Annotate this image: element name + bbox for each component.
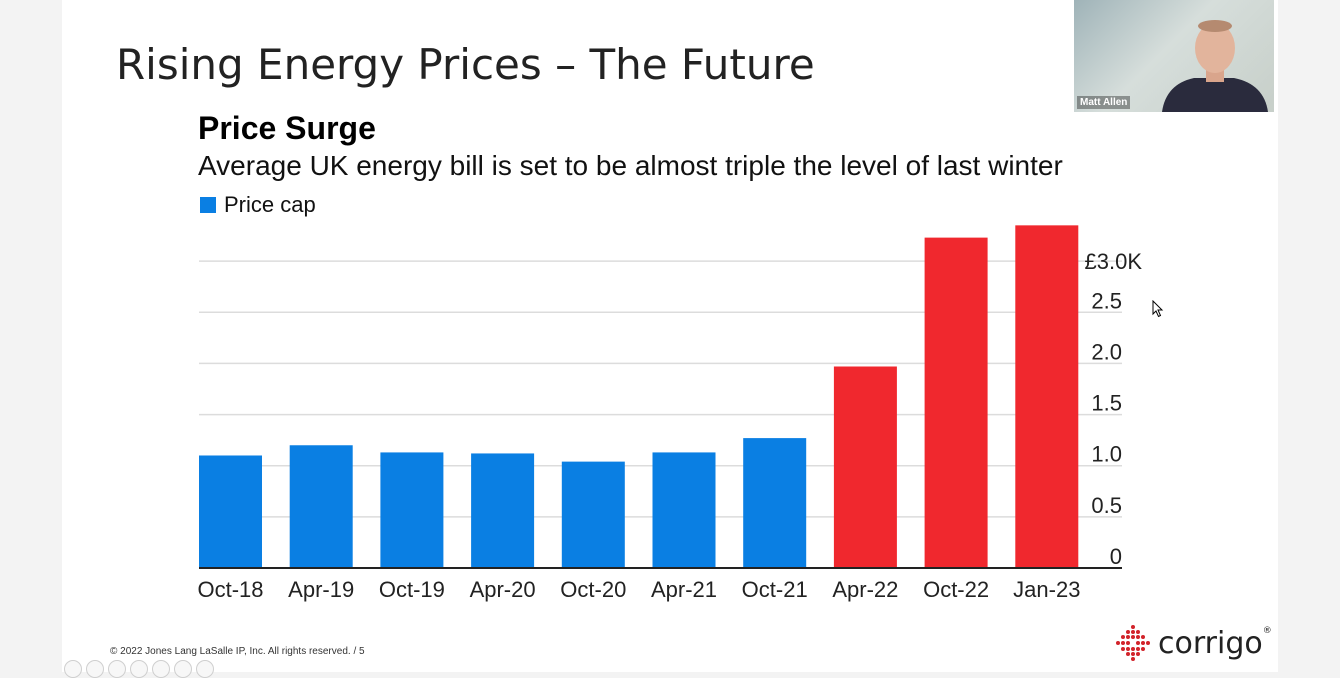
zoom-button[interactable]	[152, 660, 170, 678]
x-tick-label: Apr-21	[651, 577, 717, 602]
x-tick-label: Oct-22	[923, 577, 989, 602]
x-tick-label: Oct-21	[742, 577, 808, 602]
y-tick-label: 2.0	[1091, 339, 1122, 364]
chart-legend: Price cap	[200, 192, 316, 218]
corrigo-logo-icon	[1116, 625, 1150, 661]
mouse-cursor-icon	[1152, 300, 1164, 318]
bar-apr-21	[652, 452, 716, 568]
x-tick-label: Apr-19	[288, 577, 354, 602]
bar-apr-22	[833, 366, 897, 568]
y-tick-label: 1.0	[1091, 442, 1122, 467]
bar-oct-18	[199, 455, 262, 568]
participant-video[interactable]: Matt Allen	[1074, 0, 1274, 112]
bar-oct-22	[924, 237, 988, 569]
y-tick-label: 0	[1110, 544, 1122, 569]
logo-wordmark: corrigo®	[1158, 625, 1272, 661]
bar-jan-23	[1015, 225, 1079, 569]
x-tick-label: Oct-19	[379, 577, 445, 602]
pen-tool-button[interactable]	[108, 660, 126, 678]
legend-label: Price cap	[224, 192, 316, 217]
slide-title: Rising Energy Prices – The Future	[116, 40, 815, 89]
next-slide-button[interactable]	[86, 660, 104, 678]
slideshow-controls	[64, 660, 214, 678]
corrigo-logo: corrigo®	[1114, 624, 1272, 662]
previous-slide-button[interactable]	[64, 660, 82, 678]
x-tick-label: Jan-23	[1013, 577, 1080, 602]
legend-swatch	[200, 197, 216, 213]
more-options-button[interactable]	[196, 660, 214, 678]
slides-view-button[interactable]	[130, 660, 148, 678]
bar-apr-19	[289, 445, 353, 568]
y-tick-label: £3.0K	[1085, 249, 1143, 274]
subtitles-button[interactable]	[174, 660, 192, 678]
participant-avatar	[1162, 20, 1268, 112]
y-tick-label: 0.5	[1091, 493, 1122, 518]
bar-apr-20	[471, 453, 535, 568]
x-tick-label: Oct-18	[197, 577, 263, 602]
x-tick-label: Apr-22	[832, 577, 898, 602]
chart-title: Price Surge	[198, 110, 376, 146]
bar-oct-21	[743, 438, 807, 568]
copyright-text: © 2022 Jones Lang LaSalle IP, Inc. All r…	[110, 646, 365, 657]
participant-name: Matt Allen	[1077, 96, 1131, 109]
x-tick-label: Apr-20	[470, 577, 536, 602]
x-tick-label: Oct-20	[560, 577, 626, 602]
bar-oct-19	[380, 452, 444, 568]
bar-oct-20	[561, 461, 625, 568]
y-tick-label: 1.5	[1091, 391, 1122, 416]
chart-subtitle: Average UK energy bill is set to be almo…	[198, 150, 1063, 181]
y-tick-label: 2.5	[1091, 288, 1122, 313]
